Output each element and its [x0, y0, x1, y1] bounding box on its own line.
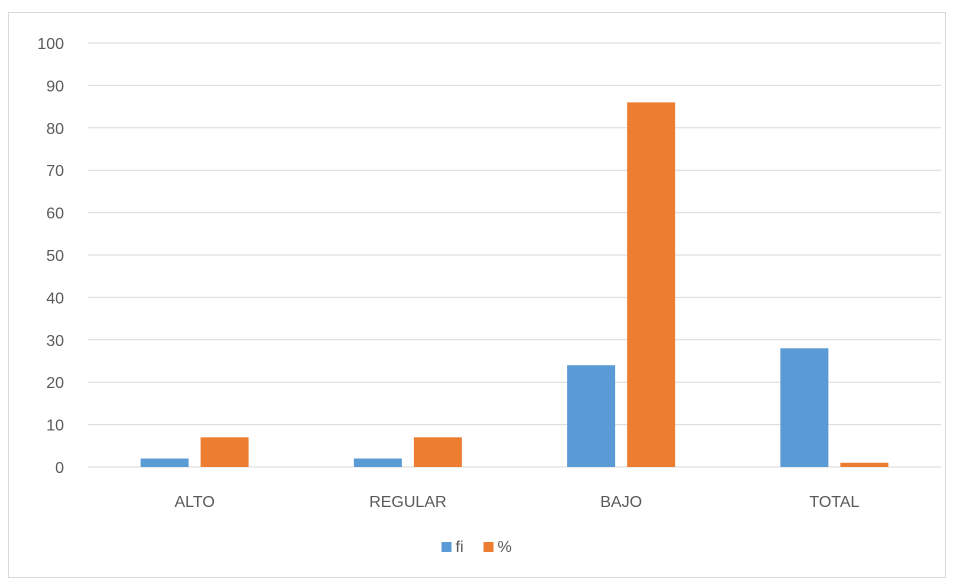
legend-label-0: fi [456, 539, 464, 556]
x-tick-label: REGULAR [369, 494, 446, 511]
y-tick-label: 100 [37, 36, 64, 53]
x-tick-label: TOTAL [809, 494, 859, 511]
bar-regular-series-0 [353, 458, 402, 467]
bar-alto-series-1 [200, 437, 249, 467]
y-tick-label: 50 [46, 248, 64, 265]
legend: fi% [441, 539, 512, 556]
y-tick-label: 60 [46, 206, 64, 223]
legend-swatch-1 [483, 542, 494, 552]
bar-total-series-1 [840, 462, 889, 467]
legend-swatch-0 [441, 542, 452, 552]
y-tick-label: 70 [46, 163, 64, 180]
chart-area [8, 12, 946, 578]
bar-alto-series-0 [140, 458, 189, 467]
y-tick-label: 20 [46, 375, 64, 392]
bar-total-series-0 [780, 348, 829, 467]
bar-regular-series-1 [413, 437, 462, 467]
y-tick-label: 0 [55, 460, 64, 477]
legend-label-1: % [498, 539, 512, 556]
bars [140, 102, 889, 468]
x-tick-label: ALTO [174, 494, 214, 511]
y-axis-tick-labels: 0 10 20 30 40 50 60 70 80 90 100 [37, 36, 64, 477]
bar-bajo-series-1 [627, 102, 676, 468]
bar-bajo-series-0 [567, 365, 616, 467]
x-axis-tick-labels: ALTO REGULAR BAJO TOTAL [174, 494, 859, 511]
x-tick-label: BAJO [600, 494, 642, 511]
y-tick-label: 40 [46, 290, 64, 307]
y-tick-label: 80 [46, 121, 64, 138]
y-tick-label: 10 [46, 418, 64, 435]
y-tick-label: 30 [46, 333, 64, 350]
y-tick-label: 90 [46, 78, 64, 95]
